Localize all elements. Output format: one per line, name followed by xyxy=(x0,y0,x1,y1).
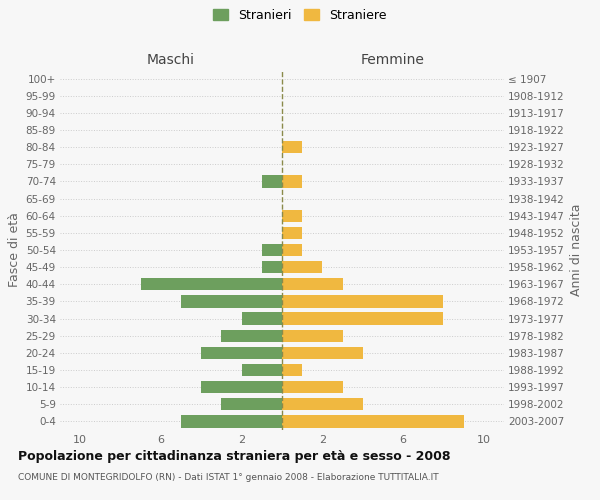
Bar xyxy=(282,278,343,290)
Bar xyxy=(282,210,302,222)
Y-axis label: Anni di nascita: Anni di nascita xyxy=(571,204,583,296)
Text: Popolazione per cittadinanza straniera per età e sesso - 2008: Popolazione per cittadinanza straniera p… xyxy=(18,450,451,463)
Bar xyxy=(282,296,443,308)
Bar xyxy=(282,226,302,239)
Bar xyxy=(282,346,363,359)
Bar xyxy=(201,381,282,394)
Bar xyxy=(201,346,282,359)
Bar xyxy=(282,244,302,256)
Bar xyxy=(262,244,282,256)
Text: Femmine: Femmine xyxy=(361,52,425,66)
Bar xyxy=(282,416,464,428)
Bar xyxy=(282,381,343,394)
Legend: Stranieri, Straniere: Stranieri, Straniere xyxy=(213,8,387,22)
Text: Maschi: Maschi xyxy=(147,52,195,66)
Bar xyxy=(242,312,282,324)
Bar xyxy=(181,296,282,308)
Bar xyxy=(221,398,282,410)
Bar xyxy=(181,416,282,428)
Bar xyxy=(262,261,282,274)
Bar xyxy=(141,278,282,290)
Bar xyxy=(282,364,302,376)
Bar xyxy=(282,141,302,154)
Bar xyxy=(282,312,443,324)
Bar xyxy=(282,261,322,274)
Bar xyxy=(282,176,302,188)
Bar xyxy=(242,364,282,376)
Bar xyxy=(262,176,282,188)
Bar xyxy=(282,398,363,410)
Bar xyxy=(221,330,282,342)
Text: COMUNE DI MONTEGRIDOLFO (RN) - Dati ISTAT 1° gennaio 2008 - Elaborazione TUTTITA: COMUNE DI MONTEGRIDOLFO (RN) - Dati ISTA… xyxy=(18,472,439,482)
Bar xyxy=(282,330,343,342)
Y-axis label: Fasce di età: Fasce di età xyxy=(8,212,22,288)
